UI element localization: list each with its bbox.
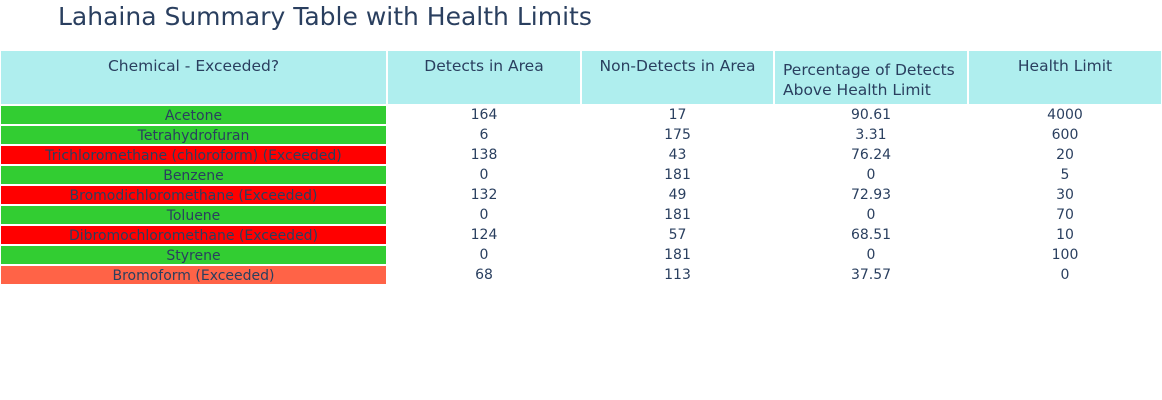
cell-chemical: Toluene <box>0 205 387 225</box>
cell-non-detects: 49 <box>668 187 687 203</box>
cell-detects: 68 <box>475 267 493 283</box>
table-row: Dibromochloromethane (Exceeded) 124 57 68.5… <box>0 225 1162 245</box>
cell-health-limit: 20 <box>1056 147 1074 163</box>
table-body: Acetone 164 17 90.61 4000 Tetrahydrofuran 6 175… <box>0 105 1162 285</box>
cell-chemical: Bromoform (Exceeded) <box>0 265 387 285</box>
table-row: Bromoform (Exceeded) 68 113 37.57 0 <box>0 265 1162 285</box>
cell-health-limit: 100 <box>1051 247 1079 263</box>
table-row: Trichloromethane (chloroform) (Exceeded)… <box>0 145 1162 165</box>
cell-non-detects: 17 <box>668 107 687 123</box>
cell-chemical: Trichloromethane (chloroform) (Exceeded) <box>0 145 387 165</box>
cell-detects: 0 <box>479 167 489 183</box>
cell-percentage: 0 <box>866 247 876 263</box>
cell-detects: 132 <box>470 187 498 203</box>
header-percentage: Percentage of Detects Above Health Limit <box>774 50 968 105</box>
cell-percentage: 72.93 <box>850 187 892 203</box>
cell-chemical: Benzene <box>0 165 387 185</box>
cell-detects: 138 <box>470 147 498 163</box>
table-row: Acetone 164 17 90.61 4000 <box>0 105 1162 125</box>
cell-health-limit: 30 <box>1056 187 1074 203</box>
cell-health-limit: 10 <box>1056 227 1074 243</box>
cell-chemical: Tetrahydrofuran <box>0 125 387 145</box>
cell-health-limit: 4000 <box>1047 107 1083 123</box>
header-non-detects: Non-Detects in Area <box>581 50 774 105</box>
cell-percentage: 76.24 <box>850 147 892 163</box>
cell-detects: 0 <box>479 247 489 263</box>
header-chemical: Chemical - Exceeded? <box>0 50 387 105</box>
cell-non-detects: 43 <box>668 147 687 163</box>
cell-non-detects: 175 <box>664 127 691 143</box>
cell-detects: 6 <box>479 127 489 143</box>
table-row: Benzene 0 181 0 5 <box>0 165 1162 185</box>
cell-health-limit: 5 <box>1060 167 1070 183</box>
cell-percentage: 37.57 <box>850 267 892 283</box>
cell-non-detects: 181 <box>664 247 691 263</box>
cell-non-detects: 57 <box>668 227 687 243</box>
cell-chemical: Bromodichloromethane (Exceeded) <box>0 185 387 205</box>
header-health-limit: Health Limit <box>968 50 1162 105</box>
header-detects: Detects in Area <box>387 50 581 105</box>
cell-percentage: 90.61 <box>850 107 892 123</box>
cell-non-detects: 181 <box>664 167 691 183</box>
cell-percentage: 0 <box>866 207 876 223</box>
table-header-row: Chemical - Exceeded? Detects in Area Non… <box>0 50 1162 105</box>
cell-chemical: Acetone <box>0 105 387 125</box>
table-title: Lahaina Summary Table with Health Limits <box>58 2 592 31</box>
cell-detects: 164 <box>470 107 498 123</box>
cell-non-detects: 113 <box>664 267 691 283</box>
table-row: Styrene 0 181 0 100 <box>0 245 1162 265</box>
cell-percentage: 68.51 <box>850 227 892 243</box>
cell-health-limit: 600 <box>1051 127 1079 143</box>
summary-table: Chemical - Exceeded? Detects in Area Non… <box>0 50 1162 285</box>
cell-chemical: Styrene <box>0 245 387 265</box>
cell-detects: 0 <box>479 207 489 223</box>
cell-detects: 124 <box>470 227 498 243</box>
cell-percentage: 3.31 <box>855 127 887 143</box>
table-row: Bromodichloromethane (Exceeded) 132 49 72.9… <box>0 185 1162 205</box>
table-row: Toluene 0 181 0 70 <box>0 205 1162 225</box>
cell-percentage: 0 <box>866 167 876 183</box>
cell-health-limit: 70 <box>1056 207 1074 223</box>
cell-health-limit: 0 <box>1060 267 1070 283</box>
cell-non-detects: 181 <box>664 207 691 223</box>
table-row: Tetrahydrofuran 6 175 3.31 600 <box>0 125 1162 145</box>
cell-chemical: Dibromochloromethane (Exceeded) <box>0 225 387 245</box>
